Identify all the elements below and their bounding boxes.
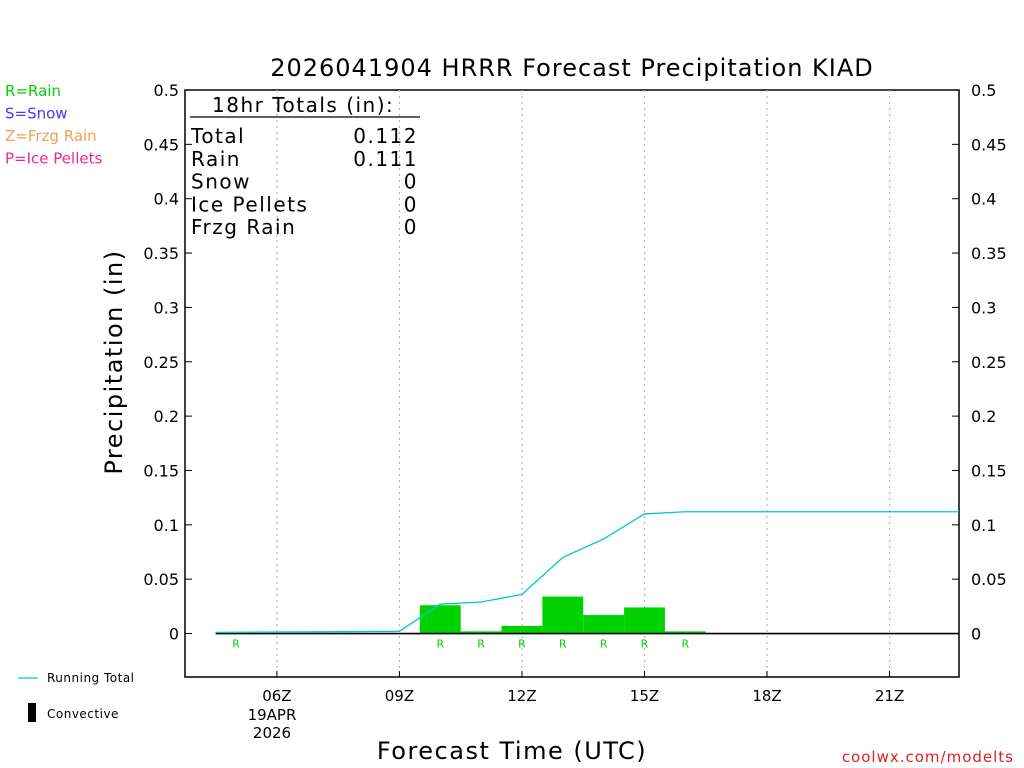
date-label-day: 19APR	[248, 706, 297, 724]
x-axis-ticks: 06Z 09Z 12Z 15Z 18Z 21Z	[262, 671, 904, 705]
convective-legend-label: Convective	[47, 707, 119, 721]
y-tick-label-left: 0.05	[143, 570, 179, 589]
x-tick-label: 06Z	[262, 687, 291, 705]
y-axis-title: Precipitation (in)	[100, 249, 128, 474]
y-tick-label-left: 0	[169, 625, 179, 644]
precip-bar	[542, 596, 584, 634]
credit-link[interactable]: coolwx.com/modelts	[842, 748, 1014, 766]
convective-legend-swatch	[28, 703, 36, 722]
totals-row-label: Total	[190, 124, 245, 148]
x-tick-label: 21Z	[875, 687, 904, 705]
y-tick-label-left: 0.2	[154, 407, 179, 426]
totals-row-label: Frzg Rain	[191, 215, 296, 239]
y-tick-label-left: 0.45	[143, 135, 179, 154]
ptype-legend-item: Z=Frzg Rain	[5, 127, 97, 145]
running-total-legend-label: Running Total	[47, 671, 135, 685]
y-tick-label-left: 0.35	[143, 244, 179, 263]
totals-row-value: 0.112	[353, 124, 418, 148]
totals-row-value: 0	[404, 215, 418, 239]
y-tick-label-left: 0.4	[154, 190, 179, 209]
ptype-marker: R	[682, 638, 690, 651]
y-tick-label-right: 0.25	[971, 353, 1007, 372]
ptype-marker: R	[436, 638, 444, 651]
totals-row-value: 0	[404, 192, 418, 216]
ptype-legend-item: S=Snow	[5, 105, 68, 123]
y-tick-label-right: 0.5	[971, 81, 996, 100]
precip-bar	[460, 631, 502, 634]
ptype-marker: R	[518, 638, 526, 651]
x-tick-label: 18Z	[752, 687, 781, 705]
x-tick-label: 15Z	[630, 687, 659, 705]
x-axis-title: Forecast Time (UTC)	[377, 737, 647, 765]
y-tick-label-left: 0.1	[154, 516, 179, 535]
precip-bar	[501, 625, 543, 634]
ptype-marker: R	[232, 638, 240, 651]
precip-bar	[583, 615, 625, 634]
ptype-legend: R=Rain S=Snow Z=Frzg Rain P=Ice Pellets	[5, 82, 102, 168]
ptype-marker: R	[641, 638, 649, 651]
y-tick-label-right: 0.15	[971, 461, 1007, 480]
running-total-line	[215, 511, 959, 634]
ptype-marker: R	[559, 638, 567, 651]
y-tick-label-left: 0.25	[143, 353, 179, 372]
y-tick-label-right: 0.05	[971, 570, 1007, 589]
y-tick-label-right: 0.35	[971, 244, 1007, 263]
y-tick-label-right: 0.4	[971, 190, 996, 209]
precip-bar	[624, 607, 665, 634]
plot-frame	[184, 89, 960, 678]
x-tick-label: 09Z	[385, 687, 414, 705]
precip-bar	[419, 605, 461, 634]
y-tick-label-right: 0	[971, 625, 981, 644]
totals-row-label: Rain	[191, 147, 241, 171]
bottom-legend: Running Total Convective	[18, 671, 135, 722]
y-tick-label-right: 0.3	[971, 298, 996, 317]
totals-row-value: 0.111	[353, 147, 418, 171]
y-tick-label-right: 0.2	[971, 407, 996, 426]
totals-row-value: 0	[404, 170, 418, 194]
y-tick-label-right: 0.45	[971, 135, 1007, 154]
totals-box: 18hr Totals (in): Total 0.112 Rain 0.111 Sno…	[190, 93, 420, 239]
chart-title: 2026041904 HRRR Forecast Precipitation K…	[270, 54, 874, 82]
y-tick-label-left: 0.3	[154, 298, 179, 317]
precip-bars	[215, 596, 706, 634]
y-tick-label-left: 0.5	[154, 81, 179, 100]
ptype-legend-item: R=Rain	[5, 82, 61, 100]
totals-row-label: Snow	[191, 170, 251, 194]
ptype-marker: R	[600, 638, 608, 651]
precip-bar	[664, 631, 706, 634]
gridlines	[276, 90, 891, 677]
totals-rows: Total 0.112 Rain 0.111 Snow 0 Ice Pellets 0 Frzg…	[190, 124, 418, 239]
date-label-year: 2026	[253, 724, 291, 742]
totals-row-label: Ice Pellets	[191, 192, 308, 216]
ptype-marker: R	[477, 638, 485, 651]
y-axis-ticks: 0.5 0.5 0.45 0.45 0.4 0.4 0.35 0.35 0.3 0.3 0.25 0.…	[143, 81, 1006, 644]
y-tick-label-left: 0.15	[143, 461, 179, 480]
y-tick-label-right: 0.1	[971, 516, 996, 535]
x-tick-label: 12Z	[507, 687, 536, 705]
ptype-legend-item: P=Ice Pellets	[5, 150, 102, 168]
totals-heading: 18hr Totals (in):	[212, 93, 394, 117]
